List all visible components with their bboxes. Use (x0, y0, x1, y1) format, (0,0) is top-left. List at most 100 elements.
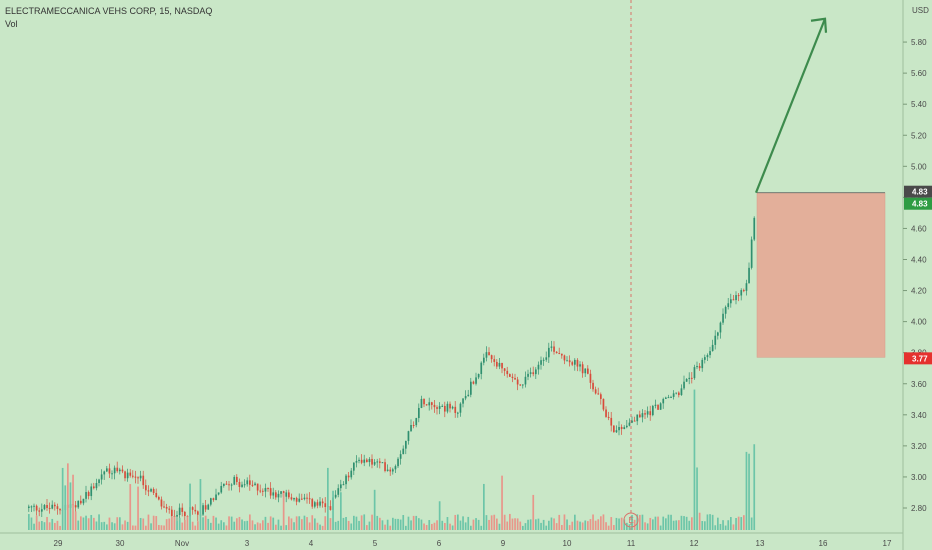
volume-bar (48, 522, 51, 530)
volume-bar (228, 516, 230, 530)
candle-body (347, 475, 350, 478)
volume-bar (194, 525, 197, 530)
y-tick-label: 2.80 (911, 504, 927, 513)
candle-body (589, 373, 592, 383)
volume-bar (470, 525, 472, 530)
candle-body (501, 362, 503, 369)
volume-bar (405, 525, 407, 530)
candles (28, 216, 756, 523)
volume-bar (623, 519, 626, 530)
volume-bar (540, 522, 542, 530)
volume-bar (46, 516, 48, 530)
volume-bar (509, 513, 511, 530)
candle-body (675, 392, 678, 394)
volume-bar (176, 521, 178, 530)
candle-body (509, 374, 511, 377)
candle-body (87, 492, 90, 497)
volume-bar (641, 514, 644, 530)
volume-bar (485, 515, 488, 530)
volume-bar (501, 475, 503, 530)
candle-body (350, 470, 353, 478)
volume-bar (197, 521, 199, 530)
candle-body (506, 370, 509, 375)
candle-body (238, 482, 241, 487)
volume-bar (82, 517, 85, 530)
volume-bar (334, 521, 337, 530)
volume-bar (600, 516, 602, 530)
candle-body (324, 503, 327, 508)
candle-body (706, 355, 709, 358)
volume-bar (178, 517, 181, 530)
candle-body (139, 475, 142, 479)
candle-body (366, 459, 368, 463)
volume-bar (93, 517, 95, 530)
volume-bar (423, 523, 425, 530)
volume-bar (561, 524, 563, 530)
volume-bar (306, 517, 308, 530)
candle-body (652, 405, 654, 416)
volume-bar (98, 514, 100, 530)
volume-bar (659, 525, 662, 530)
candle-body (527, 373, 529, 377)
volume-bar (581, 522, 584, 530)
volume-bar (329, 518, 332, 530)
candle-body (389, 469, 392, 472)
x-tick-label: 17 (883, 539, 892, 548)
volume-bar (446, 517, 449, 530)
volume-bar (389, 525, 392, 530)
volume-bar (457, 514, 459, 530)
candle-body (717, 332, 719, 336)
volume-bar (215, 517, 217, 530)
volume-bar (173, 516, 176, 530)
candle-body (223, 483, 225, 486)
volume-bar (605, 522, 607, 530)
candle-body (51, 504, 54, 509)
candle-body (636, 414, 639, 422)
candle-body (685, 378, 688, 382)
volume-bar (587, 521, 589, 530)
volume-bar (717, 517, 719, 530)
candle-body (410, 424, 412, 432)
candle-body (355, 460, 358, 463)
volume-bar (155, 516, 158, 530)
volume-bar (550, 517, 553, 530)
volume-bar (311, 515, 314, 530)
volume-bar (615, 517, 618, 530)
candle-body (519, 384, 522, 386)
event-marker-label: E (628, 516, 633, 525)
volume-bar (584, 520, 587, 530)
volume-bar (657, 516, 659, 530)
candle-body (628, 422, 631, 426)
volume-bar (277, 519, 280, 530)
candle-body (574, 359, 576, 365)
candle-body (553, 346, 555, 352)
candle-body (371, 458, 373, 465)
volume-bar (90, 514, 93, 530)
candle-body (698, 366, 701, 369)
volume-bar (386, 519, 389, 530)
volume-bar (72, 474, 74, 530)
candle-body (433, 404, 436, 408)
candle-body (493, 359, 496, 362)
volume-bar (701, 521, 704, 530)
volume-bar (514, 518, 516, 530)
candle-body (600, 394, 602, 399)
volume-bar (139, 517, 142, 530)
volume-bar (558, 514, 561, 530)
candle-body (373, 462, 376, 465)
volume-bar (191, 521, 194, 530)
candle-body (724, 306, 727, 314)
volume-bar (719, 523, 722, 530)
volume-bar (412, 515, 415, 530)
volume-bar (589, 519, 592, 530)
candle-body (431, 402, 433, 405)
volume-bar (732, 524, 735, 530)
candle-body (264, 487, 267, 492)
volume-bar (355, 516, 358, 530)
candle-body (529, 372, 532, 374)
candle-body (480, 362, 483, 375)
volume-bar (132, 525, 134, 530)
candle-body (618, 426, 620, 431)
